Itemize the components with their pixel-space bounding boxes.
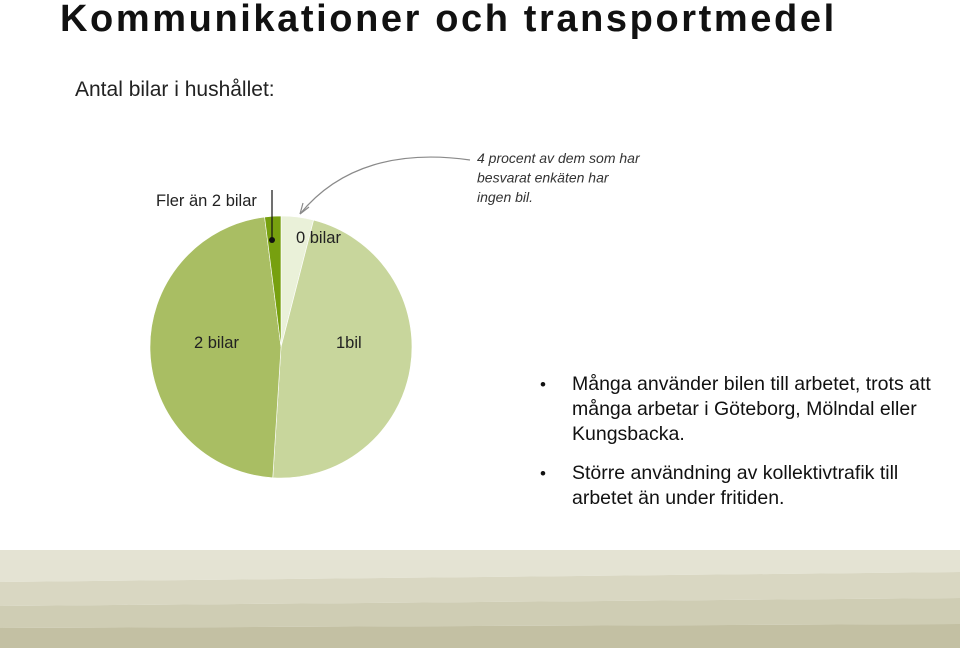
annotation-arrow xyxy=(299,156,471,215)
annotation-text: 4 procent av dem som har besvarat enkäten… xyxy=(477,150,641,205)
bullet-dot-icon: • xyxy=(540,464,546,483)
annotation-arrowhead xyxy=(299,202,310,215)
label-2-bilar: 2 bilar xyxy=(194,334,239,352)
leader-dot-fler xyxy=(269,237,275,243)
footer-stripe xyxy=(0,550,960,582)
footer-stripe xyxy=(0,572,960,606)
label-0-bilar: 0 bilar xyxy=(296,229,341,247)
footer-band xyxy=(0,550,960,648)
footer-stripe xyxy=(0,598,960,628)
pie-chart: Fler än 2 bilar 0 bilar 2 bilar 1bil 4 p… xyxy=(149,150,641,479)
label-1bil: 1bil xyxy=(336,334,362,352)
footer-stripe xyxy=(0,624,960,648)
bullet-item: • Många använder bilen till arbetet, tro… xyxy=(540,372,950,447)
slice-1bil xyxy=(272,219,413,479)
bullet-item: • Större användning av kollektivtrafik t… xyxy=(540,461,950,511)
bullet-text: Större användning av kollektivtrafik til… xyxy=(572,462,899,509)
bullet-list: • Många använder bilen till arbetet, tro… xyxy=(540,372,950,525)
slice-fler-an-2-bilar xyxy=(264,215,282,348)
slice-2-bilar xyxy=(149,216,282,479)
bullet-text: Många använder bilen till arbetet, trots… xyxy=(572,373,931,445)
bullet-dot-icon: • xyxy=(540,375,546,394)
label-fler-an-2-bilar: Fler än 2 bilar xyxy=(156,192,257,210)
chart-subtitle: Antal bilar i hushållet: xyxy=(75,78,275,101)
slide-title: Kommunikationer och transportmedel xyxy=(60,0,837,40)
